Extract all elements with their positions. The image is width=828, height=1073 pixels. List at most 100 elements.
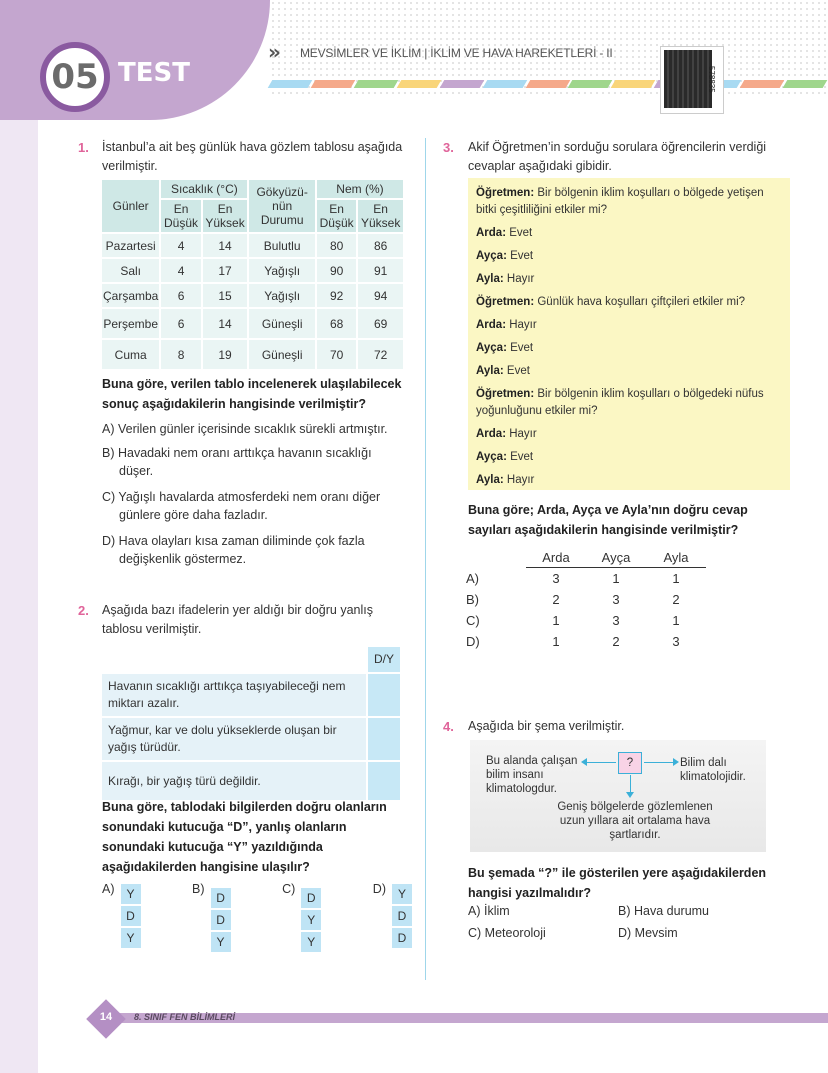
table-cell: 69: [356, 307, 405, 340]
answer-box: Y: [120, 884, 141, 904]
test-label: TEST: [118, 58, 190, 88]
header-low: En Düşük: [314, 198, 359, 234]
dialog-box: Öğretmen: Bir bölgenin iklim koşulları o…: [468, 178, 790, 490]
page-number: 14: [99, 1011, 113, 1023]
dialog-line: Ayla: Evet: [476, 360, 782, 383]
table-cell: 4: [159, 257, 203, 284]
speaker: Ayla:: [476, 273, 504, 285]
table-cell: Perşembe: [99, 307, 162, 340]
answer-box[interactable]: [365, 716, 403, 762]
table-cell: 68: [314, 307, 359, 340]
dialog-line: Arda: Evet: [476, 222, 782, 245]
option-d[interactable]: D) Y D D: [373, 882, 412, 954]
question-number: 4.: [443, 719, 454, 734]
column-divider: [425, 138, 426, 980]
dialog-line: Ayça: Evet: [476, 446, 782, 469]
utterance: Evet: [506, 227, 533, 239]
option-a[interactable]: A) Verilen günler içerisinde sıcaklık sü…: [102, 422, 388, 436]
answer-box: Y: [120, 928, 141, 948]
diagram-left-text: Bu alanda çalışan bilim insanı klimatolo…: [486, 755, 578, 795]
table-cell: Pazartesi: [99, 232, 162, 259]
option-a[interactable]: A) 3 1 1: [466, 568, 706, 590]
option-label: A): [102, 882, 115, 896]
answer-box: D: [301, 888, 322, 908]
question-text: Aşağıda bir şema verilmiştir.: [468, 719, 625, 733]
header-dy: D/Y: [365, 645, 403, 674]
header-high: En Yüksek: [356, 198, 405, 234]
stripe-segment: [782, 80, 828, 88]
option-a[interactable]: A) Y D Y: [102, 882, 141, 954]
question-4-options: A) İklim B) Hava durumu C) Meteoroloji D…: [468, 904, 768, 940]
question-1: 1. İstanbul’a ait beş günlük hava gözlem …: [78, 138, 408, 176]
table-cell: 90: [314, 257, 359, 284]
table-cell: 6: [159, 307, 203, 340]
option-d[interactable]: D) Hava olayları kısa zaman diliminde ço…: [102, 534, 365, 566]
option-value: 2: [612, 634, 620, 649]
dialog-line: Ayla: Hayır: [476, 469, 782, 492]
option-value: 1: [672, 613, 680, 628]
option-c[interactable]: C) Meteoroloji: [468, 926, 546, 940]
diagram-right-text: Bilim dalı klimatolojidir.: [680, 757, 746, 783]
question-text: İstanbul’a ait beş günlük hava gözlem ta…: [102, 140, 403, 173]
arrow-down-icon: [626, 775, 634, 798]
option-b[interactable]: B) Havadaki nem oranı arttıkça havanın s…: [102, 446, 372, 478]
option-label: D): [466, 634, 480, 649]
utterance: Bir bölgenin iklim koşulları o bölgede y…: [476, 187, 764, 216]
speaker: Ayla:: [476, 474, 504, 486]
question-prompt: Buna göre, tablodaki bilgilerden doğru o…: [102, 800, 387, 874]
question-1-body: Buna göre, verilen tablo incelenerek ula…: [102, 374, 407, 568]
option-b[interactable]: B) D D Y: [192, 882, 231, 954]
dot-pattern: [270, 0, 828, 95]
option-value: 1: [672, 571, 680, 586]
statement: Kırağı, bir yağış türü değildir.: [100, 760, 368, 802]
question-number: 3.: [443, 140, 454, 155]
utterance: Bir bölgenin iklim koşulları o bölgedeki…: [476, 388, 764, 417]
question-number: 2.: [78, 603, 89, 618]
option-value: 3: [552, 571, 560, 586]
question-prompt: Bu şemada “?” ile gösterilen yere aşağıd…: [468, 866, 767, 900]
table-cell: Yağışlı: [247, 282, 317, 309]
topic-title: MEVSİMLER VE İKLİM | İKLİM VE HAVA HAREK…: [300, 46, 613, 60]
option-d[interactable]: D) Mevsim: [618, 926, 678, 940]
stripe-segment: [482, 80, 527, 88]
answer-box: D: [392, 928, 412, 948]
header-ayca: Ayça: [586, 550, 646, 568]
option-a[interactable]: A) İklim: [468, 904, 510, 918]
answer-box[interactable]: [365, 760, 403, 802]
dialog-line: Arda: Hayır: [476, 314, 782, 337]
test-number: 05: [51, 57, 99, 97]
table-cell: Salı: [99, 257, 162, 284]
answer-box: D: [120, 906, 141, 926]
option-b[interactable]: B) 2 3 2: [466, 589, 706, 610]
option-label: C): [282, 882, 296, 896]
arrow-right-icon: [644, 758, 679, 766]
header-ayla: Ayla: [646, 550, 706, 568]
answer-box: Y: [210, 932, 231, 952]
answer-box[interactable]: [365, 672, 403, 718]
answer-box: Y: [301, 932, 322, 952]
option-c[interactable]: C) D Y Y: [282, 882, 322, 954]
answer-options-table: Arda Ayça Ayla A) 3 1 1 B) 2 3 2 C) 1 3 1 D) 1 2 3: [466, 550, 706, 652]
table-cell: 14: [200, 232, 250, 259]
option-c[interactable]: C) Yağışlı havalarda atmosferdeki nem or…: [102, 490, 381, 522]
option-c[interactable]: C) 1 3 1: [466, 610, 706, 631]
option-d[interactable]: D) 1 2 3: [466, 631, 706, 652]
table-cell: 17: [200, 257, 250, 284]
table-row: Pazartesi 4 14 Bulutlu 80 86: [99, 232, 405, 259]
table-row: Salı 4 17 Yağışlı 90 91: [99, 257, 405, 284]
test-number-badge: 05: [40, 42, 110, 112]
table-cell: 70: [314, 338, 359, 371]
speaker: Ayça:: [476, 342, 507, 354]
question-text: Aşağıda bazı ifadelerin yer aldığı bir d…: [102, 603, 373, 636]
utterance: Hayır: [506, 428, 537, 440]
answer-box: D: [210, 910, 231, 930]
utterance: Evet: [503, 365, 530, 377]
qr-code[interactable]: [660, 46, 724, 114]
option-b[interactable]: B) Hava durumu: [618, 904, 710, 918]
utterance: Evet: [506, 451, 534, 463]
utterance: Günlük hava koşulları çiftçileri etkiler…: [534, 296, 746, 308]
question-prompt: Buna göre, verilen tablo incelenerek ula…: [102, 377, 402, 411]
stripe-segment: [353, 80, 399, 88]
